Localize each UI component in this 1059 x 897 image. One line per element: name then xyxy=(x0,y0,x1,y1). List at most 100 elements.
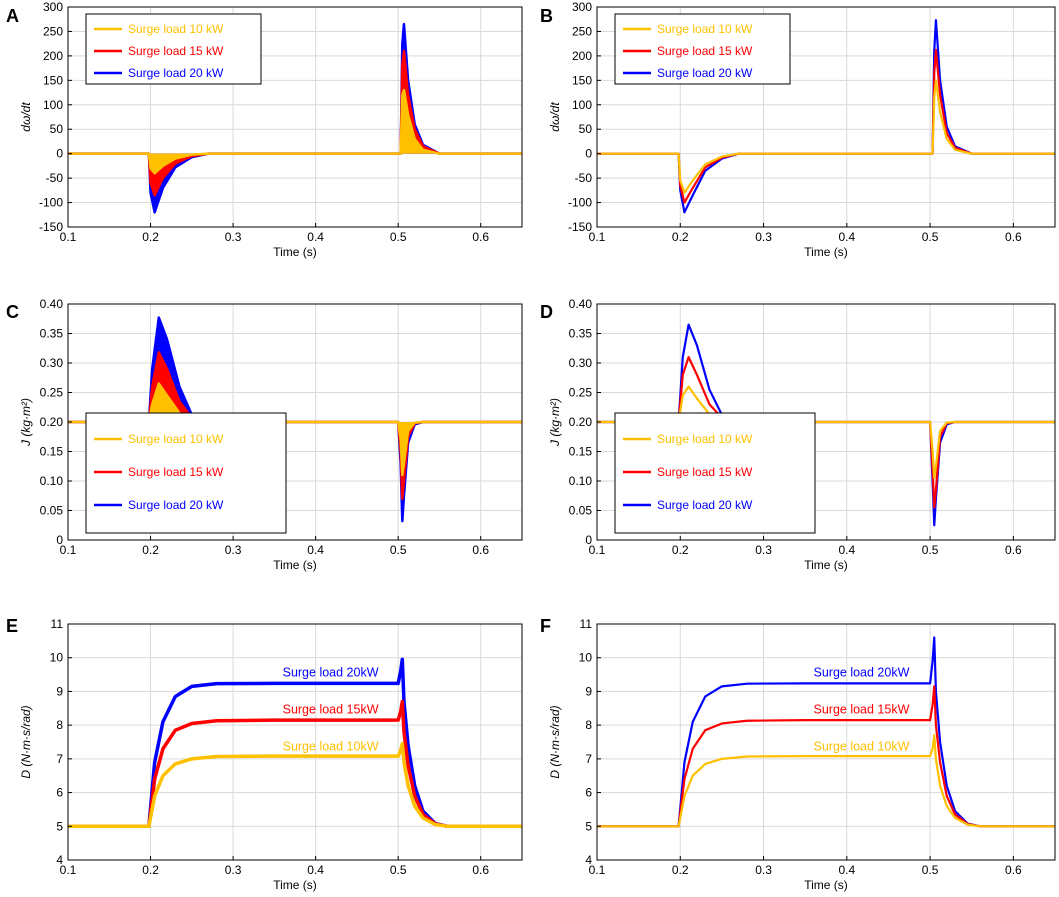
y-tick-label: -150 xyxy=(568,220,592,234)
y-tick-label: 150 xyxy=(572,73,592,87)
series-annotation: Surge load 20kW xyxy=(283,665,379,679)
x-axis-label: Time (s) xyxy=(273,245,317,259)
y-tick-label: 0.05 xyxy=(40,504,64,518)
panel-letter: A xyxy=(6,6,19,26)
y-tick-label: 0.20 xyxy=(569,415,593,429)
y-tick-label: 0.40 xyxy=(40,297,64,311)
y-tick-label: 5 xyxy=(56,819,63,833)
y-tick-label: 0.20 xyxy=(40,415,64,429)
y-tick-label: 0 xyxy=(56,533,63,547)
x-axis-label: Time (s) xyxy=(804,245,848,259)
x-tick-label: 0.4 xyxy=(307,230,324,244)
series-group xyxy=(68,22,522,214)
series-line-1 xyxy=(597,79,1055,194)
y-tick-label: 10 xyxy=(50,651,64,665)
series-band-1 xyxy=(68,90,522,174)
plot-frame xyxy=(67,623,523,861)
series-line-3 xyxy=(68,657,522,829)
legend: Surge load 10 kW Surge load 15 kW Surge lo… xyxy=(85,13,262,85)
panel-letter: F xyxy=(540,616,551,636)
y-tick-label: 300 xyxy=(43,0,63,14)
y-tick-label: 0.25 xyxy=(569,386,593,400)
series-annotation: Surge load 20kW xyxy=(814,665,910,679)
x-axis-label: Time (s) xyxy=(804,558,848,572)
y-tick-label: 11 xyxy=(580,617,593,631)
y-tick-label: 9 xyxy=(56,684,63,698)
series-annotation: Surge load 15kW xyxy=(814,702,910,716)
plot-frame xyxy=(596,6,1056,228)
series-line-3 xyxy=(597,636,1055,828)
x-tick-label: 0.4 xyxy=(838,863,855,877)
legend-label: Surge load 20 kW xyxy=(128,66,224,80)
legend-label: Surge load 15 kW xyxy=(657,465,753,479)
series-line-1 xyxy=(68,382,522,477)
x-tick-label: 0.1 xyxy=(60,543,77,557)
x-tick-label: 0.3 xyxy=(225,863,242,877)
legend-label: Surge load 15 kW xyxy=(128,465,224,479)
y-tick-label: -50 xyxy=(575,171,593,185)
x-tick-label: 0.5 xyxy=(922,863,939,877)
panel-letter: B xyxy=(540,6,553,26)
series-band-2 xyxy=(68,51,522,196)
x-tick-label: 0.6 xyxy=(1005,543,1022,557)
y-axis-label: dω/dt xyxy=(548,102,562,132)
y-tick-label: 0.10 xyxy=(569,474,593,488)
x-tick-label: 0.3 xyxy=(755,230,772,244)
x-tick-label: 0.2 xyxy=(142,543,159,557)
y-tick-label: 7 xyxy=(585,752,592,766)
y-tick-label: 0.35 xyxy=(569,327,593,341)
series-line-1 xyxy=(68,741,522,829)
y-tick-label: 0.05 xyxy=(569,504,593,518)
y-tick-label: 10 xyxy=(579,651,593,665)
x-tick-label: 0.5 xyxy=(390,543,407,557)
x-tick-label: 0.2 xyxy=(672,230,689,244)
y-tick-label: 100 xyxy=(43,98,63,112)
y-tick-label: 4 xyxy=(56,853,63,867)
y-tick-label: 6 xyxy=(56,786,63,800)
y-tick-label: 8 xyxy=(56,718,63,732)
x-axis-label: Time (s) xyxy=(804,878,848,892)
x-tick-label: 0.5 xyxy=(922,543,939,557)
x-axis-label: Time (s) xyxy=(273,878,317,892)
legend: Surge load 10 kW Surge load 15 kW Surge lo… xyxy=(614,412,816,534)
y-tick-label: 6 xyxy=(585,786,592,800)
y-tick-label: -50 xyxy=(46,171,64,185)
y-tick-label: -150 xyxy=(39,220,63,234)
series-line-1 xyxy=(597,734,1055,828)
x-tick-label: 0.5 xyxy=(390,230,407,244)
y-tick-label: 0.40 xyxy=(569,297,593,311)
y-tick-label: 11 xyxy=(51,617,64,631)
x-tick-label: 0.5 xyxy=(390,863,407,877)
y-tick-label: 0.10 xyxy=(40,474,64,488)
x-tick-label: 0.4 xyxy=(838,543,855,557)
legend-label: Surge load 15 kW xyxy=(657,44,753,58)
y-axis-label: D (N·m·s/rad) xyxy=(19,705,33,778)
x-tick-label: 0.3 xyxy=(225,543,242,557)
y-tick-label: 0.15 xyxy=(40,445,64,459)
y-tick-label: 250 xyxy=(43,24,63,38)
x-tick-label: 0.3 xyxy=(755,543,772,557)
x-tick-label: 0.2 xyxy=(142,230,159,244)
x-tick-label: 0.3 xyxy=(755,863,772,877)
legend: Surge load 10 kW Surge load 15 kW Surge lo… xyxy=(85,412,287,534)
y-tick-label: 9 xyxy=(585,684,592,698)
series-group xyxy=(597,636,1055,828)
series-line-1 xyxy=(597,385,1055,480)
y-tick-label: 0.25 xyxy=(40,386,64,400)
x-tick-label: 0.1 xyxy=(60,863,77,877)
series-line-2 xyxy=(68,699,522,829)
x-tick-label: 0.6 xyxy=(472,230,489,244)
series-annotation: Surge load 10kW xyxy=(283,739,379,753)
series-annotation: Surge load 10kW xyxy=(814,739,910,753)
y-tick-label: 150 xyxy=(43,73,63,87)
y-tick-label: 100 xyxy=(572,98,592,112)
legend-label: Surge load 20 kW xyxy=(128,498,224,512)
panel-letter: C xyxy=(6,302,19,322)
y-axis-label: dω/dt xyxy=(19,102,33,132)
x-tick-label: 0.1 xyxy=(589,863,606,877)
series-group xyxy=(597,19,1055,214)
plot-frame xyxy=(596,623,1056,861)
series-group xyxy=(68,657,522,829)
panel-a: A 0.1 0.2 0.3 0.4 0.5 0.6 -150 -100 -50 0 50 100 150 2… xyxy=(6,0,523,259)
